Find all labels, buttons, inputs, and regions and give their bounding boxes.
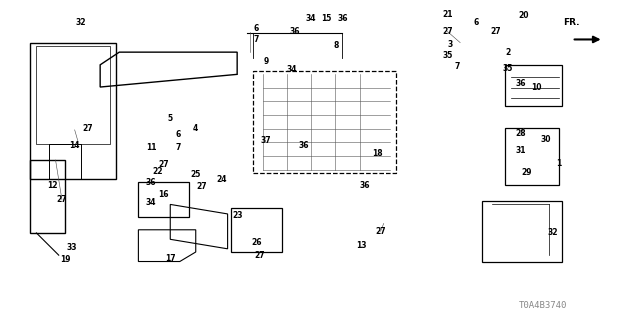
Text: 12: 12 [47, 181, 58, 190]
Text: 27: 27 [56, 195, 67, 204]
Text: 32: 32 [547, 228, 558, 237]
Text: 16: 16 [159, 190, 169, 199]
Text: 25: 25 [191, 170, 201, 179]
Text: 36: 36 [299, 141, 309, 150]
Text: 34: 34 [146, 198, 156, 207]
Text: 5: 5 [168, 114, 173, 123]
Text: 14: 14 [69, 141, 80, 150]
Text: 26: 26 [251, 238, 262, 247]
Text: 28: 28 [515, 129, 526, 138]
Text: 10: 10 [531, 83, 542, 92]
Text: 7: 7 [454, 62, 460, 71]
Text: 13: 13 [356, 241, 367, 250]
Text: T0A4B3740: T0A4B3740 [519, 301, 567, 310]
Text: 6: 6 [176, 130, 181, 139]
Text: 6: 6 [474, 18, 479, 27]
Text: 27: 27 [82, 124, 93, 133]
Text: 2: 2 [506, 48, 511, 57]
Text: 27: 27 [254, 251, 265, 260]
Text: 30: 30 [541, 135, 552, 144]
Text: 36: 36 [515, 79, 526, 88]
Text: 24: 24 [216, 174, 227, 184]
Text: 7: 7 [253, 35, 259, 44]
Text: 31: 31 [515, 146, 526, 155]
Text: 33: 33 [66, 243, 77, 252]
Text: 23: 23 [232, 211, 243, 220]
Text: 37: 37 [260, 136, 271, 146]
Text: 22: 22 [152, 167, 163, 176]
Text: 3: 3 [448, 40, 453, 49]
Text: 36: 36 [359, 181, 370, 190]
Text: 1: 1 [556, 159, 561, 168]
Text: 36: 36 [146, 178, 156, 187]
Text: 29: 29 [522, 168, 532, 177]
Text: 9: 9 [263, 57, 268, 66]
Text: 27: 27 [490, 27, 500, 36]
Text: 20: 20 [518, 11, 529, 20]
Text: 8: 8 [333, 41, 339, 50]
Text: 27: 27 [159, 160, 169, 169]
Text: 36: 36 [337, 14, 348, 23]
Text: 34: 34 [286, 65, 296, 74]
Text: 36: 36 [289, 27, 300, 36]
Text: 7: 7 [176, 143, 181, 152]
Text: 6: 6 [253, 24, 259, 33]
Text: 27: 27 [442, 27, 452, 36]
Text: 32: 32 [76, 18, 86, 27]
Text: 19: 19 [60, 255, 70, 264]
Text: 35: 35 [442, 51, 452, 60]
Text: 17: 17 [165, 254, 175, 263]
Text: 11: 11 [146, 143, 156, 152]
Text: 27: 27 [197, 182, 207, 191]
Text: 35: 35 [503, 63, 513, 73]
Text: FR.: FR. [563, 18, 580, 27]
Text: 15: 15 [321, 14, 332, 23]
Text: 27: 27 [375, 227, 386, 236]
Text: 21: 21 [442, 10, 452, 19]
Text: 34: 34 [305, 14, 316, 23]
Text: 4: 4 [193, 124, 198, 133]
Text: 18: 18 [372, 149, 383, 158]
